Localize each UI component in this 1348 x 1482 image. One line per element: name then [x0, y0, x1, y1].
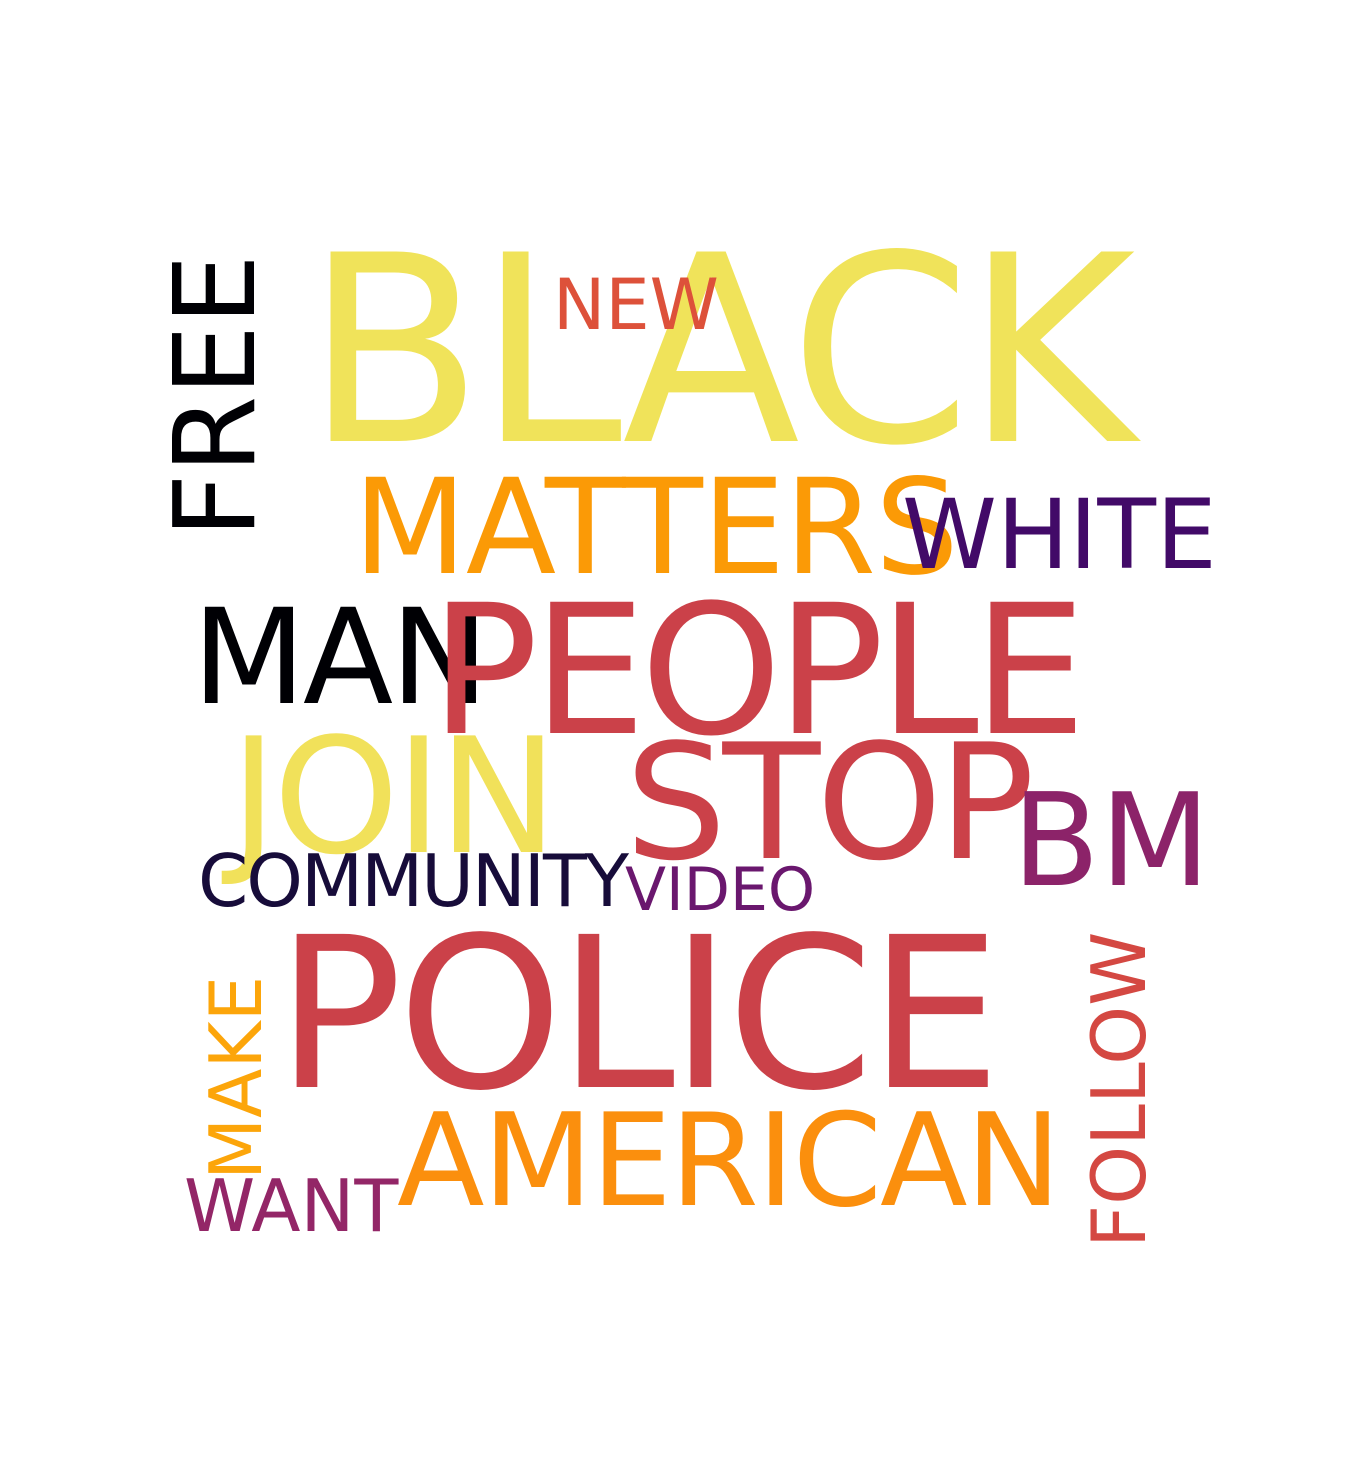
- word-black: BLACK: [305, 201, 1136, 503]
- word-people: PEOPLE: [430, 567, 1087, 776]
- word-bm: BM: [1012, 767, 1211, 916]
- word-want: WANT: [184, 1164, 399, 1248]
- word-video: VIDEO: [625, 855, 816, 925]
- word-white: WHITE: [902, 479, 1217, 591]
- word-join: JOIN: [230, 703, 558, 890]
- word-follow: FOLLOW: [1075, 931, 1163, 1248]
- word-free: FREE: [151, 254, 281, 538]
- word-man: MAN: [192, 581, 489, 735]
- word-make: MAKE: [194, 975, 278, 1180]
- word-matters: MATTERS: [353, 451, 959, 605]
- word-community: COMMUNITY: [198, 839, 629, 923]
- word-police: POLICE: [276, 892, 1001, 1137]
- word-stop: STOP: [625, 709, 1035, 896]
- word-new: NEW: [553, 264, 719, 346]
- word-american: AMERICAN: [397, 1087, 1061, 1236]
